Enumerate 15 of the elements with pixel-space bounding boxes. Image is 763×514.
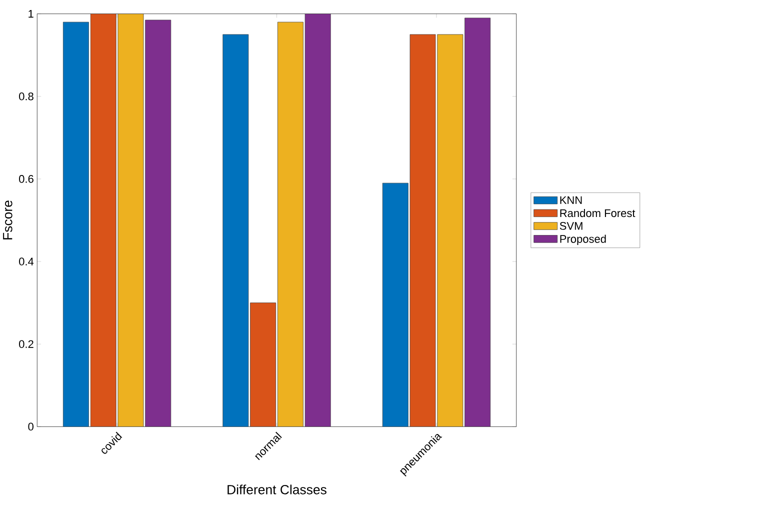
legend-label: Proposed (560, 234, 606, 245)
bar (222, 34, 249, 427)
bar (62, 22, 89, 427)
y-axis-title: Fscore (3, 200, 12, 240)
y-tick-label: 0.8 (19, 92, 34, 100)
x-axis-title: Different Classes (228, 484, 326, 494)
y-tick-label: 0.4 (19, 258, 34, 266)
y-tick-label: 0.6 (19, 174, 34, 183)
legend-label: KNN (560, 196, 582, 204)
y-tick-label: 1 (28, 10, 34, 18)
bar (382, 182, 408, 427)
legend-label: SVM (560, 222, 582, 230)
y-tick-label: 0.2 (19, 340, 34, 348)
legend-label: Random Forest (560, 208, 636, 217)
y-tick-label: 0 (28, 422, 34, 430)
